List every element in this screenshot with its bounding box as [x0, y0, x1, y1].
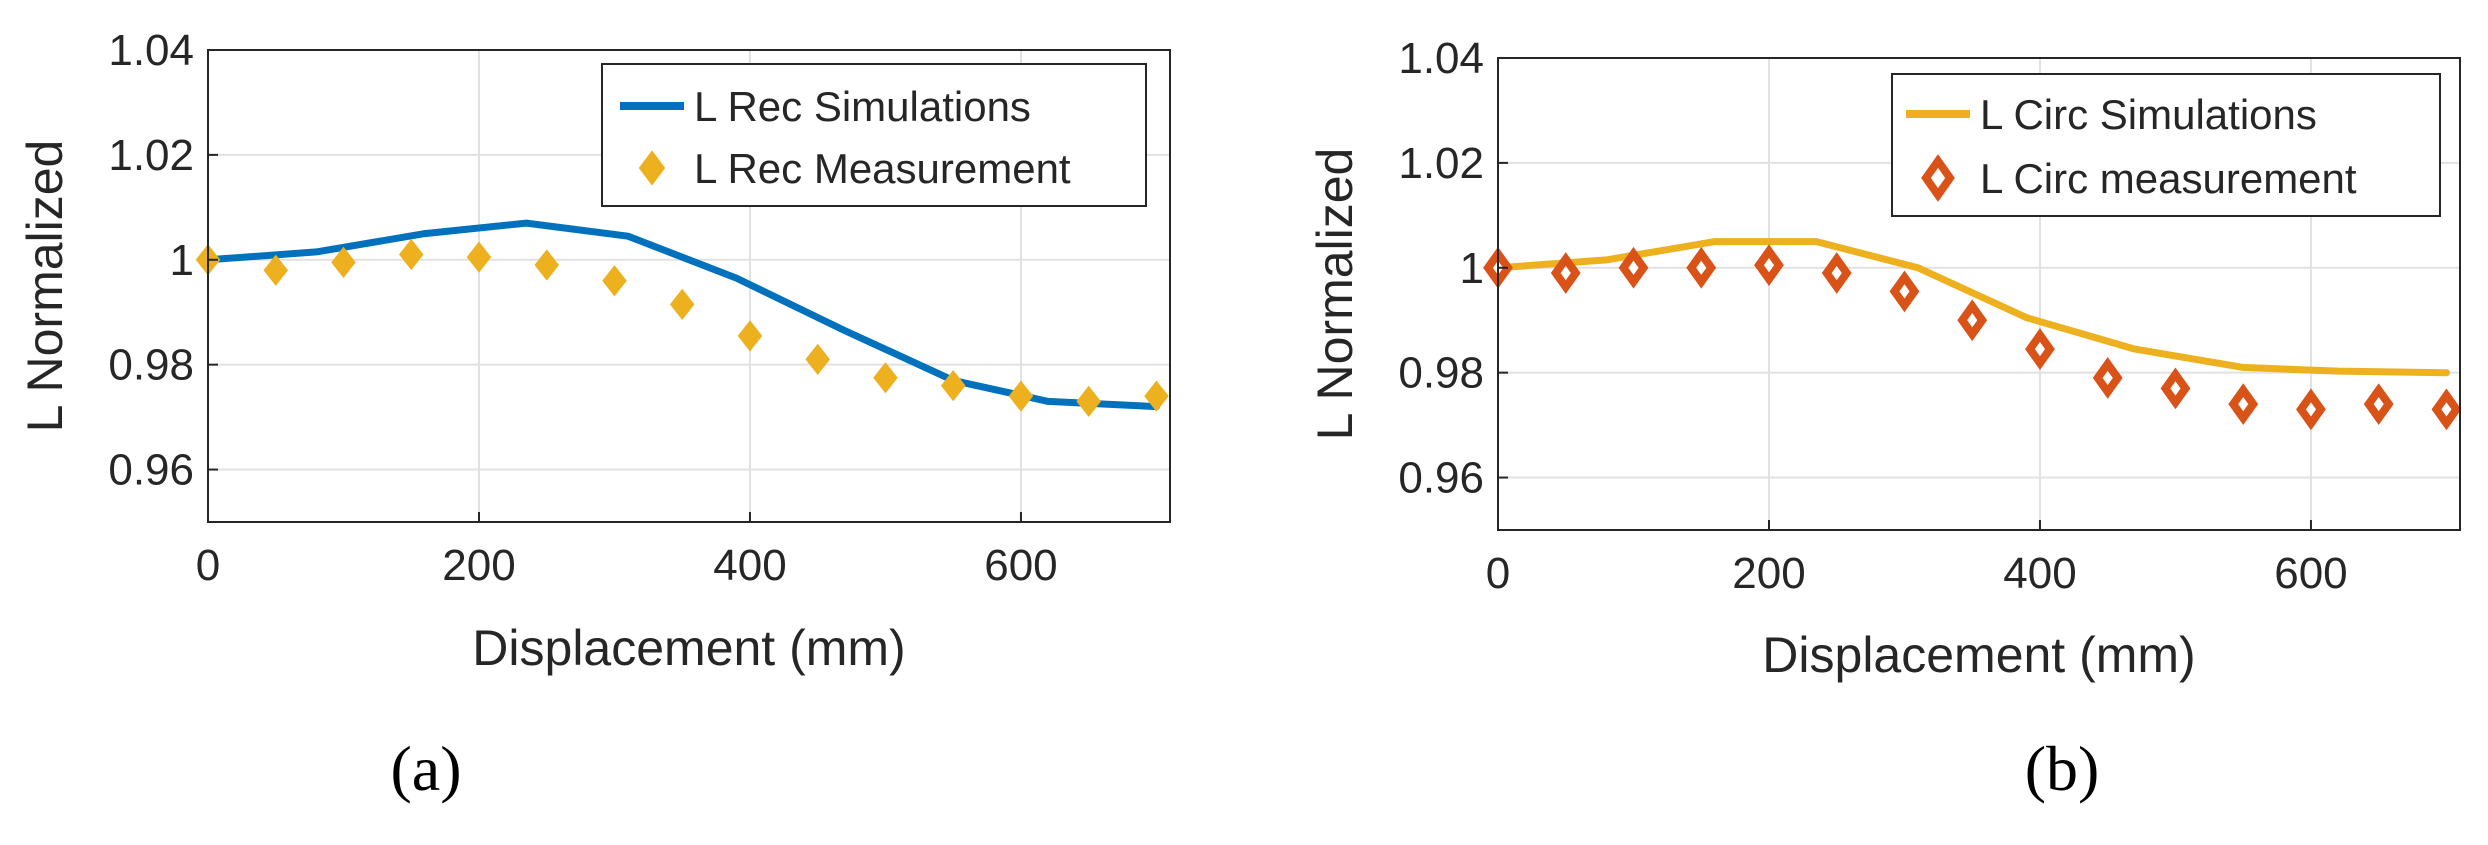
- data-point: [2363, 383, 2394, 426]
- data-point: [805, 343, 830, 376]
- y-tick-label: 1.02: [1398, 139, 1484, 188]
- y-tick-label: 0.98: [108, 341, 194, 390]
- y-tick-label: 0.96: [1398, 454, 1484, 503]
- data-point: [2228, 383, 2259, 426]
- data-point: [2431, 388, 2462, 431]
- data-point: [398, 238, 424, 271]
- plot-frame: [1497, 57, 2461, 531]
- data-point: [602, 265, 627, 297]
- x-axis-label: Displacement (mm): [1762, 627, 2195, 683]
- data-point: [1957, 299, 1988, 342]
- y-tick-label: 1.04: [108, 26, 194, 75]
- legend-marker-swatch: [1921, 154, 1955, 202]
- data-point: [1686, 246, 1717, 289]
- tick-layer: 0 200 400 600 0.96 0.98 1 1.02 1.04: [1398, 34, 2347, 598]
- y-tick-label: 0.96: [108, 446, 194, 495]
- tick-layer: 0 200 400 600 0.96 0.98 1 1.02 1.04: [108, 26, 1057, 590]
- legend-entry-simulation: L Rec Simulations: [694, 83, 1031, 130]
- legend-box: [601, 63, 1147, 207]
- panel-label-a: (a): [390, 733, 461, 804]
- series-layer: [195, 219, 1169, 417]
- data-point: [1618, 246, 1649, 289]
- data-point: [1076, 385, 1101, 417]
- data-point: [2092, 357, 2123, 399]
- panel-label-b: (b): [2025, 733, 2100, 804]
- data-point: [737, 320, 763, 352]
- legend-entry-simulation: L Circ Simulations: [1980, 91, 2317, 138]
- data-point: [1008, 380, 1034, 412]
- chart-panel-b: 0 200 400 600 0.96 0.98 1 1.02 1.04 Displacement…: [1307, 34, 2462, 804]
- y-tick-label: 0.98: [1398, 349, 1484, 398]
- legend-marker-swatch: [638, 150, 666, 186]
- y-axis-label: L Normalized: [17, 140, 73, 433]
- y-axis-label: L Normalized: [1307, 148, 1363, 441]
- data-point: [669, 288, 695, 320]
- data-point: [331, 246, 356, 279]
- data-point: [2296, 388, 2326, 431]
- x-tick-label: 200: [442, 541, 515, 590]
- x-tick-label: 0: [196, 541, 220, 590]
- x-axis-label: Displacement (mm): [472, 620, 905, 676]
- legend: L Rec Simulations L Rec Measurement: [601, 63, 1147, 207]
- data-point: [534, 249, 560, 281]
- legend-entry-measurement: L Rec Measurement: [694, 145, 1071, 192]
- data-point: [1754, 244, 1784, 287]
- x-tick-label: 600: [2274, 549, 2347, 598]
- data-point: [1889, 270, 1920, 313]
- chart-panel-a: 0 200 400 600 0.96 0.98 1 1.02 1.04 Displacement…: [17, 26, 1171, 804]
- data-point: [263, 254, 289, 286]
- data-point: [2160, 367, 2191, 410]
- legend-entry-measurement: L Circ measurement: [1980, 155, 2357, 202]
- x-tick-label: 400: [713, 541, 786, 590]
- plot-frame: [207, 49, 1171, 523]
- data-point: [2025, 328, 2055, 370]
- data-point: [466, 241, 492, 273]
- y-tick-label: 1.02: [108, 131, 194, 180]
- data-point: [873, 362, 898, 394]
- x-tick-label: 400: [2003, 549, 2076, 598]
- series-line: [204, 219, 1160, 411]
- legend-box: [1891, 73, 2441, 217]
- y-tick-label: 1.04: [1398, 34, 1484, 83]
- data-point: [940, 370, 966, 402]
- x-tick-label: 600: [984, 541, 1057, 590]
- data-point: [1550, 252, 1581, 294]
- series-line: [1494, 238, 2450, 377]
- legend: L Circ Simulations L Circ measurement: [1891, 73, 2441, 217]
- data-point: [1144, 380, 1169, 412]
- y-tick-label: 1: [1460, 244, 1484, 293]
- y-tick-label: 1: [170, 236, 194, 285]
- x-tick-label: 0: [1486, 549, 1510, 598]
- x-tick-label: 200: [1732, 549, 1805, 598]
- data-point: [1821, 252, 1852, 294]
